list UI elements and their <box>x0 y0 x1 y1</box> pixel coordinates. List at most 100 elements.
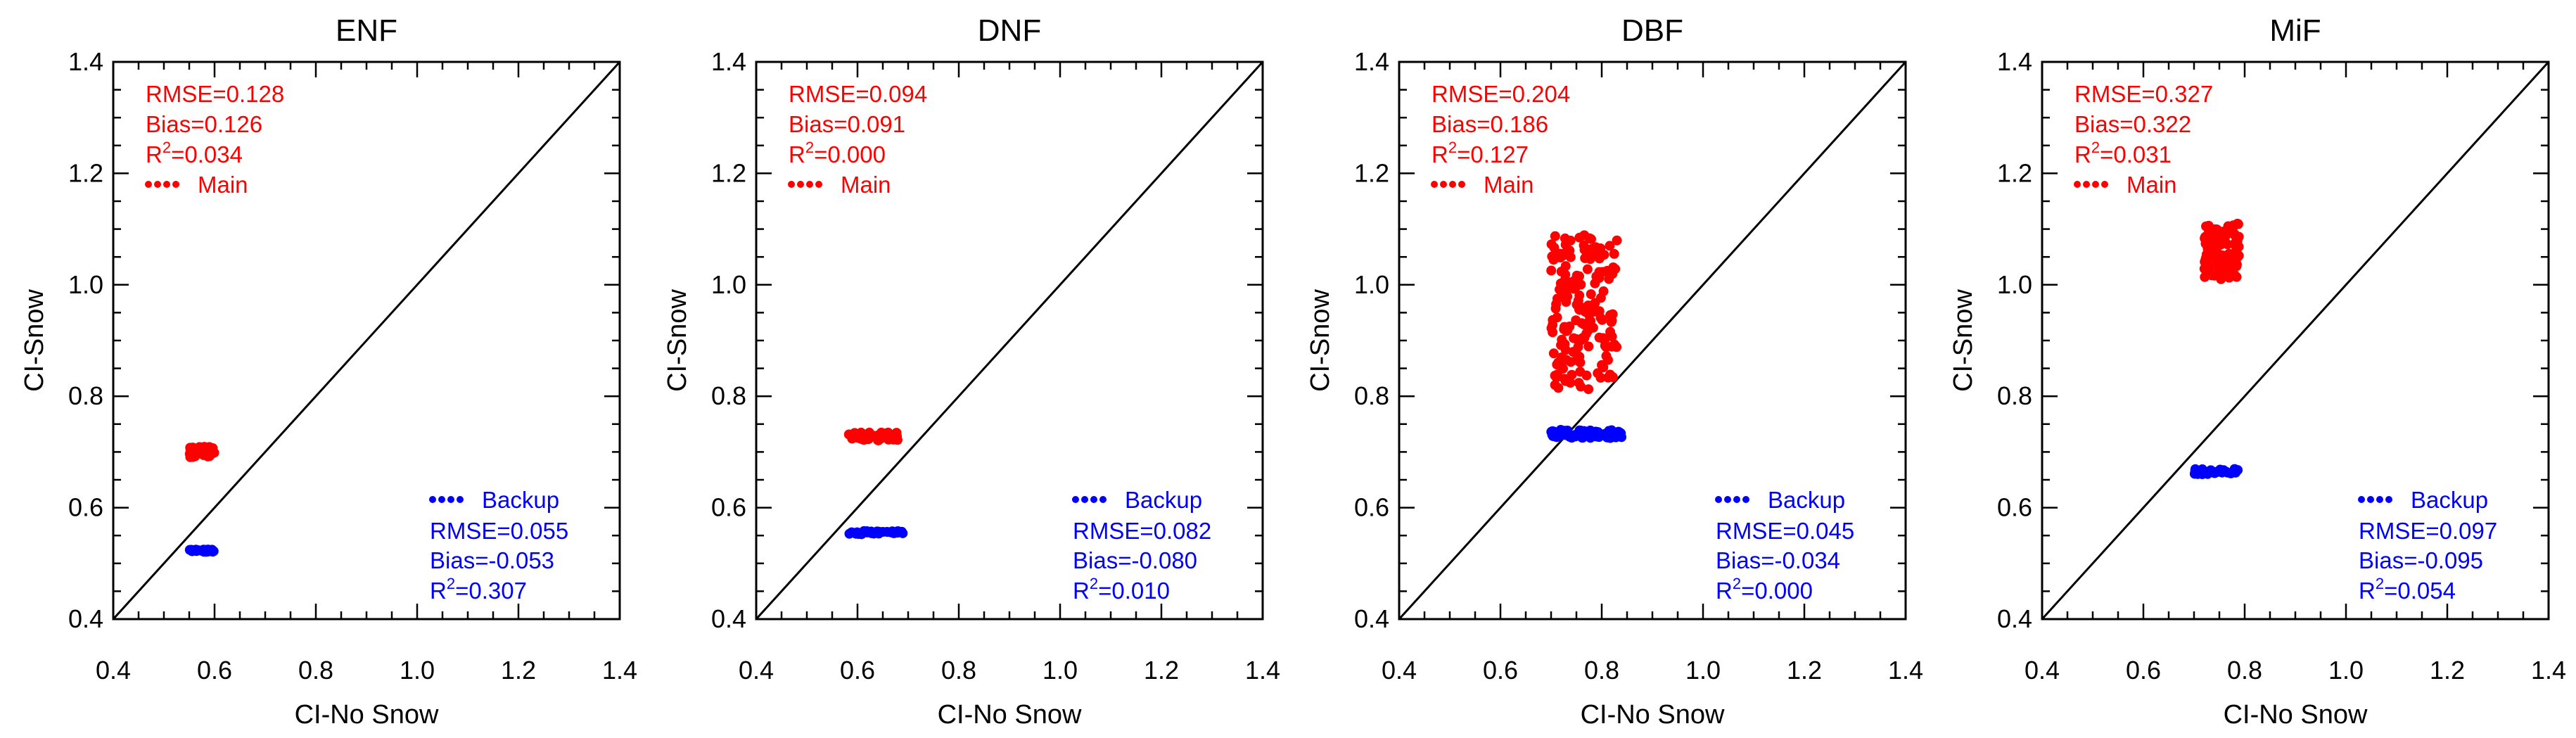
backup-rmse-text: RMSE=0.082 <box>1073 518 1211 544</box>
y-tick-label: 0.8 <box>711 381 746 410</box>
chart-panel-dbf: DBF 0.4 0.6 0.8 1.0 1.2 1.4 0.4 0.6 0.8 1.0 1.2 1.4 C… <box>1306 13 1923 730</box>
chart-panel-dnf: DNF 0.4 0.6 0.8 1.0 1.2 1.4 0.4 0.6 0.8 1.0 1.2 1.4 C… <box>663 13 1280 730</box>
backup-r2-text: R2=0.000 <box>1716 575 1813 604</box>
r2-exponent: 2 <box>162 139 171 156</box>
main-point <box>2231 231 2241 242</box>
r2-value: =0.034 <box>171 141 243 167</box>
backup-legend-marker <box>1090 496 1097 503</box>
main-point <box>1609 248 1619 259</box>
series-main <box>2199 218 2244 284</box>
main-point <box>1556 266 1567 276</box>
main-rmse-text: RMSE=0.128 <box>146 81 284 107</box>
series-backup <box>2189 464 2243 480</box>
main-legend-marker <box>2083 181 2090 188</box>
x-axis-label: CI-No Snow <box>295 700 439 730</box>
main-point <box>2232 252 2243 262</box>
backup-point <box>1556 430 1567 440</box>
main-point <box>2209 270 2219 281</box>
y-tick-label: 0.6 <box>68 493 103 522</box>
main-point <box>2210 224 2220 234</box>
main-point <box>2230 220 2240 231</box>
main-point <box>1586 289 1596 300</box>
main-point <box>1548 348 1559 359</box>
main-legend-marker <box>1449 181 1456 188</box>
chart-panel-mif: MiF 0.4 0.6 0.8 1.0 1.2 1.4 0.4 0.6 0.8 1.0 1.2 1.4 C… <box>1949 13 2566 730</box>
main-point <box>1557 250 1568 261</box>
main-point <box>1575 367 1586 377</box>
main-legend-marker <box>1458 181 1465 188</box>
r2-value: =0.031 <box>2100 141 2172 167</box>
main-point <box>1605 310 1616 320</box>
x-tick-label: 1.4 <box>2531 656 2566 685</box>
x-tick-label: 0.6 <box>840 656 875 685</box>
y-tick-label: 1.0 <box>711 270 746 299</box>
x-tick-label: 0.6 <box>2126 656 2161 685</box>
backup-point <box>1616 428 1626 438</box>
r2-symbol: R <box>1432 141 1448 167</box>
main-point <box>1560 233 1570 243</box>
main-r2-text: R2=0.031 <box>2074 139 2172 167</box>
main-point <box>1575 357 1586 368</box>
one-to-one-line <box>1398 61 1907 621</box>
y-tick-label: 1.4 <box>1997 47 2032 76</box>
backup-point <box>201 547 212 557</box>
main-point <box>1560 376 1571 386</box>
r2-exponent: 2 <box>1733 575 1741 592</box>
main-legend-label: Main <box>198 172 248 198</box>
x-tick-label: 1.0 <box>1685 656 1721 685</box>
x-tick-label: 1.4 <box>1245 656 1280 685</box>
backup-legend-marker <box>1742 496 1749 503</box>
backup-r2-text: R2=0.307 <box>430 575 527 604</box>
x-tick-label: 1.2 <box>1144 656 1179 685</box>
main-point <box>1583 310 1594 320</box>
y-tick-label: 1.4 <box>1354 47 1389 76</box>
main-legend-marker <box>797 181 804 188</box>
main-legend-marker <box>2074 181 2081 188</box>
main-point <box>1602 355 1613 365</box>
one-to-one-line <box>112 61 621 621</box>
backup-legend-label: Backup <box>1768 487 1845 513</box>
main-point <box>1593 250 1604 261</box>
main-bias-text: Bias=0.186 <box>1432 111 1548 137</box>
y-axis-label: CI-Snow <box>1949 289 1978 392</box>
backup-legend-marker <box>2385 496 2392 503</box>
r2-symbol: R <box>2359 578 2376 604</box>
series-backup <box>844 526 908 540</box>
backup-legend-marker <box>1099 496 1107 503</box>
main-point <box>1574 378 1584 388</box>
main-point <box>1583 341 1594 352</box>
main-point <box>1574 305 1585 315</box>
main-point <box>1605 371 1616 381</box>
main-point <box>1564 321 1575 331</box>
main-point <box>1607 331 1617 342</box>
main-legend-marker <box>788 181 795 188</box>
y-tick-label: 0.6 <box>711 493 746 522</box>
series-backup <box>184 545 219 557</box>
r2-value: =0.000 <box>814 141 886 167</box>
main-legend-marker <box>1431 181 1438 188</box>
y-tick-label: 0.8 <box>1354 381 1389 410</box>
main-point <box>1555 284 1565 295</box>
backup-point <box>857 528 867 539</box>
chart-title: DBF <box>1621 13 1683 48</box>
backup-point <box>184 545 195 555</box>
backup-legend-marker <box>1733 496 1740 503</box>
x-tick-label: 1.0 <box>1042 656 1078 685</box>
r2-value: =0.127 <box>1457 141 1529 167</box>
backup-bias-text: Bias=-0.080 <box>1073 547 1197 573</box>
main-point <box>1586 234 1596 244</box>
x-tick-label: 0.8 <box>1584 656 1619 685</box>
main-point <box>1582 264 1593 274</box>
main-point <box>1560 345 1571 355</box>
x-tick-label: 1.4 <box>1888 656 1923 685</box>
main-point <box>1583 384 1594 395</box>
y-tick-label: 1.4 <box>68 47 103 76</box>
series-backup <box>1546 424 1627 443</box>
x-tick-label: 1.4 <box>602 656 637 685</box>
x-tick-label: 0.8 <box>298 656 333 685</box>
series-main <box>184 442 219 462</box>
main-point <box>197 447 208 458</box>
backup-r2-text: R2=0.054 <box>2359 575 2456 604</box>
main-point <box>1546 239 1557 250</box>
backup-point <box>2197 464 2207 475</box>
